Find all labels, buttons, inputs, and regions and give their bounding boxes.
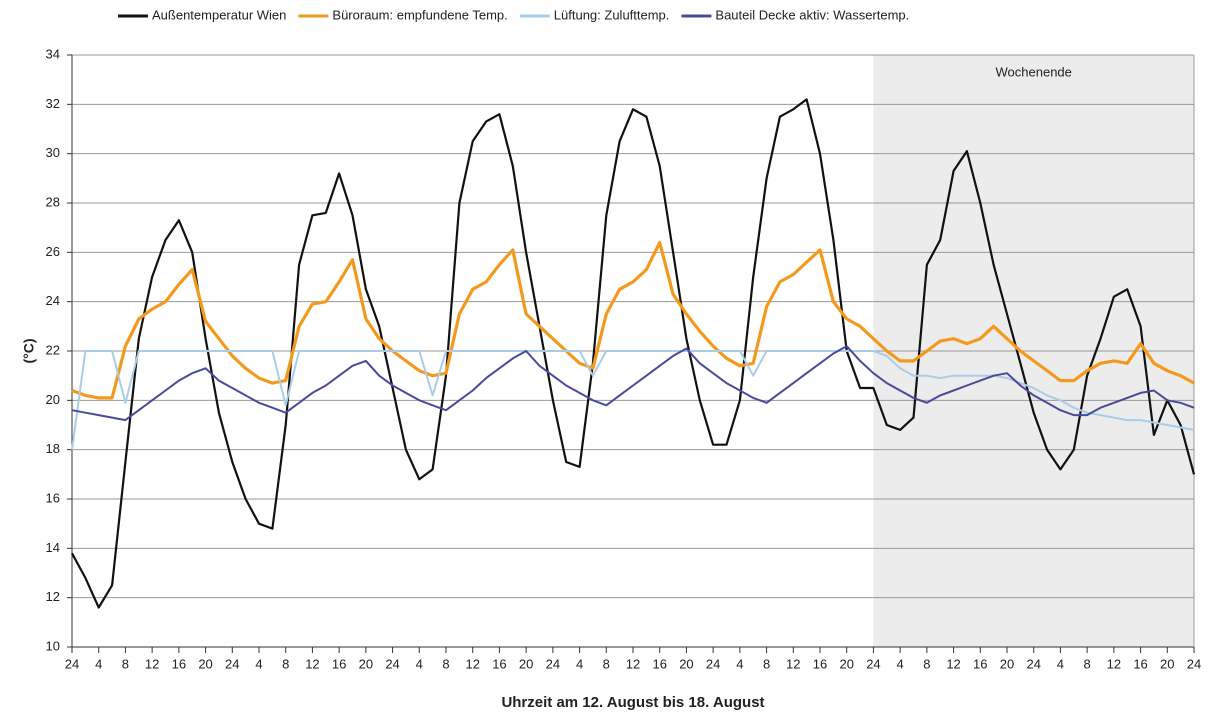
legend-label: Außentemperatur Wien bbox=[152, 7, 286, 22]
x-tick-label: 4 bbox=[576, 656, 583, 671]
x-tick-label: 12 bbox=[465, 656, 479, 671]
x-tick-label: 8 bbox=[603, 656, 610, 671]
x-tick-label: 8 bbox=[1084, 656, 1091, 671]
y-tick-label: 10 bbox=[46, 638, 60, 653]
x-tick-label: 16 bbox=[652, 656, 666, 671]
x-tick-label: 24 bbox=[385, 656, 399, 671]
y-tick-label: 26 bbox=[46, 244, 60, 259]
x-tick-label: 12 bbox=[626, 656, 640, 671]
y-tick-label: 30 bbox=[46, 145, 60, 160]
x-tick-label: 24 bbox=[1026, 656, 1040, 671]
y-axis-label: (°C) bbox=[21, 338, 37, 363]
x-tick-label: 20 bbox=[1160, 656, 1174, 671]
legend-label: Lüftung: Zulufttemp. bbox=[554, 7, 670, 22]
y-tick-label: 32 bbox=[46, 96, 60, 111]
x-tick-label: 8 bbox=[923, 656, 930, 671]
x-tick-label: 24 bbox=[225, 656, 239, 671]
x-tick-label: 4 bbox=[255, 656, 262, 671]
x-tick-label: 20 bbox=[519, 656, 533, 671]
x-tick-label: 8 bbox=[282, 656, 289, 671]
series-line bbox=[71, 98, 1196, 609]
y-tick-label: 16 bbox=[46, 490, 60, 505]
series-line bbox=[71, 345, 1195, 422]
x-tick-label: 24 bbox=[546, 656, 560, 671]
x-tick-label: 16 bbox=[492, 656, 506, 671]
x-tick-label: 4 bbox=[416, 656, 423, 671]
y-tick-label: 22 bbox=[46, 342, 60, 357]
y-tick-label: 28 bbox=[46, 194, 60, 209]
legend-label: Bauteil Decke aktiv: Wassertemp. bbox=[715, 7, 909, 22]
x-tick-label: 16 bbox=[332, 656, 346, 671]
x-tick-label: 16 bbox=[973, 656, 987, 671]
x-tick-label: 24 bbox=[706, 656, 720, 671]
x-tick-label: 20 bbox=[679, 656, 693, 671]
x-tick-label: 12 bbox=[145, 656, 159, 671]
y-tick-label: 12 bbox=[46, 589, 60, 604]
y-tick-label: 18 bbox=[46, 441, 60, 456]
x-tick-label: 16 bbox=[813, 656, 827, 671]
x-tick-label: 4 bbox=[1057, 656, 1064, 671]
x-tick-label: 24 bbox=[866, 656, 880, 671]
x-tick-label: 4 bbox=[897, 656, 904, 671]
x-tick-label: 16 bbox=[172, 656, 186, 671]
x-tick-label: 12 bbox=[946, 656, 960, 671]
x-tick-label: 4 bbox=[736, 656, 743, 671]
series-line bbox=[71, 350, 1195, 450]
x-tick-label: 12 bbox=[1107, 656, 1121, 671]
x-tick-label: 12 bbox=[305, 656, 319, 671]
y-tick-label: 24 bbox=[46, 293, 60, 308]
x-tick-label: 8 bbox=[122, 656, 129, 671]
x-axis-label: Uhrzeit am 12. August bis 18. August bbox=[501, 694, 764, 711]
shaded-region-label: Wochenende bbox=[996, 64, 1072, 79]
series-line bbox=[71, 240, 1195, 400]
x-tick-label: 16 bbox=[1133, 656, 1147, 671]
x-tick-label: 24 bbox=[1187, 656, 1201, 671]
x-tick-label: 20 bbox=[1000, 656, 1014, 671]
legend-label: Büroraum: empfundene Temp. bbox=[332, 7, 507, 22]
x-tick-label: 20 bbox=[198, 656, 212, 671]
y-tick-label: 14 bbox=[46, 540, 60, 555]
x-tick-label: 20 bbox=[359, 656, 373, 671]
x-tick-label: 4 bbox=[95, 656, 102, 671]
x-tick-label: 12 bbox=[786, 656, 800, 671]
x-tick-label: 24 bbox=[65, 656, 79, 671]
x-tick-label: 8 bbox=[442, 656, 449, 671]
y-tick-label: 20 bbox=[46, 392, 60, 407]
x-tick-label: 8 bbox=[763, 656, 770, 671]
y-tick-label: 34 bbox=[46, 46, 60, 61]
x-tick-label: 20 bbox=[839, 656, 853, 671]
